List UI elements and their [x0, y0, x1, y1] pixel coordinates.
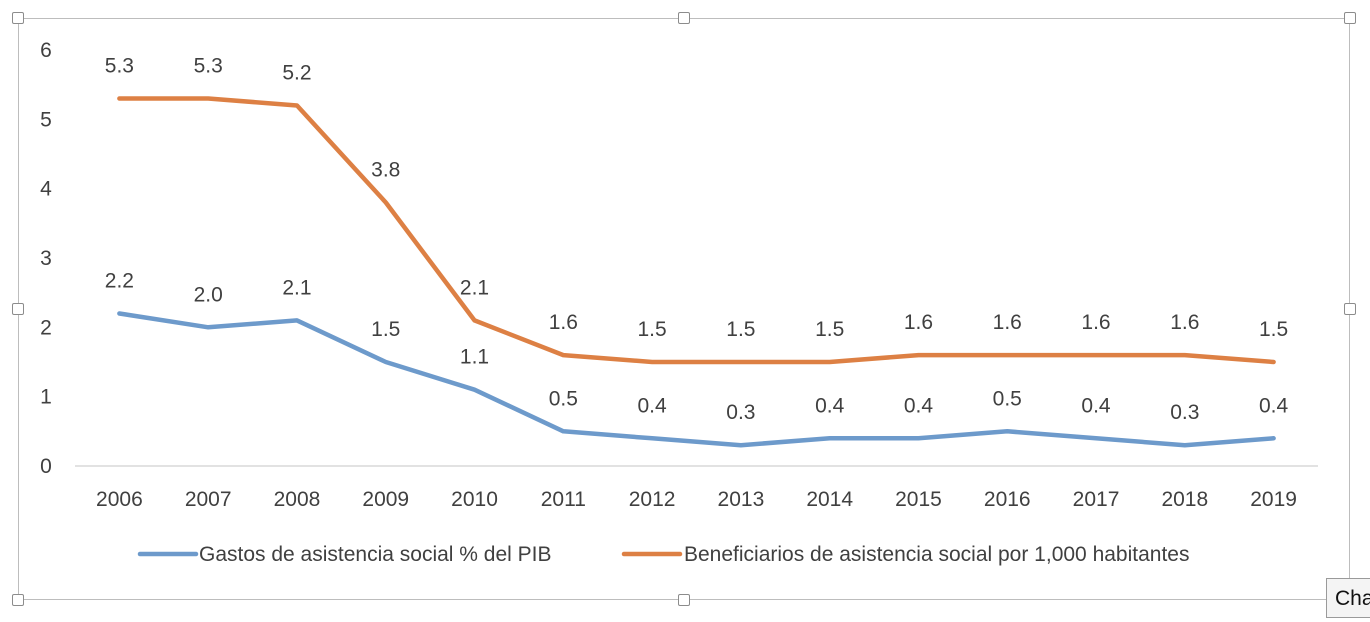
- data-label: 5.3: [194, 55, 223, 78]
- y-tick-label: 2: [40, 316, 52, 339]
- data-label: 0.3: [726, 401, 755, 424]
- data-label: 1.5: [638, 318, 667, 341]
- data-label: 0.3: [1170, 401, 1199, 424]
- data-label: 1.5: [815, 318, 844, 341]
- data-label: 1.6: [1170, 311, 1199, 334]
- x-tick-label: 2015: [895, 488, 942, 511]
- data-label: 5.2: [282, 61, 311, 84]
- data-label: 1.1: [460, 346, 489, 369]
- x-tick-label: 2016: [984, 488, 1031, 511]
- legend: Gastos de asistencia social % del PIB Be…: [137, 543, 1189, 566]
- x-tick-label: 2006: [96, 488, 143, 511]
- x-tick-label: 2019: [1250, 488, 1297, 511]
- y-tick-label: 4: [40, 178, 52, 201]
- data-label: 1.5: [1259, 318, 1288, 341]
- data-label: 0.4: [1081, 394, 1111, 417]
- x-tick-label: 2014: [806, 488, 853, 511]
- x-tick-label: 2012: [629, 488, 676, 511]
- x-axis: 2006 2007 2008 2009 2010 2011 2012 2013 2014 2015…: [75, 465, 1318, 511]
- data-label: 0.4: [904, 394, 934, 417]
- data-label: 1.6: [1081, 311, 1110, 334]
- data-label: 2.1: [282, 276, 311, 299]
- data-label: 1.5: [726, 318, 755, 341]
- data-labels: 2.2 2.0 2.1 1.5 1.1 0.5 0.4 0.3 0.4 0.4 0.5 0.4 0.3 0…: [105, 55, 1289, 425]
- data-label: 3.8: [371, 159, 400, 182]
- y-tick-label: 5: [40, 108, 52, 131]
- resize-handle-bottom-left[interactable]: [12, 594, 24, 606]
- data-label: 1.6: [993, 311, 1022, 334]
- series-line-0: [117, 311, 1276, 448]
- data-label: 2.0: [194, 283, 223, 306]
- legend-label-gastos: Gastos de asistencia social % del PIB: [199, 543, 552, 566]
- data-label: 1.6: [549, 311, 578, 334]
- y-axis: 0 1 2 3 4 5 6: [40, 39, 52, 478]
- series-lines: [117, 96, 1276, 448]
- data-label: 2.2: [105, 269, 134, 292]
- data-label: 2.1: [460, 276, 489, 299]
- resize-handle-middle-right[interactable]: [1344, 303, 1356, 315]
- data-label: 5.3: [105, 55, 134, 78]
- resize-handle-top-left[interactable]: [12, 12, 24, 24]
- data-label: 0.4: [638, 394, 668, 417]
- y-tick-label: 6: [40, 39, 52, 62]
- y-tick-label: 3: [40, 247, 52, 270]
- x-tick-label: 2011: [541, 488, 586, 511]
- data-label: 0.5: [549, 387, 578, 410]
- legend-label-beneficiarios: Beneficiarios de asistencia social por 1…: [684, 543, 1189, 566]
- resize-handle-top-center[interactable]: [678, 12, 690, 24]
- x-tick-label: 2018: [1161, 488, 1208, 511]
- resize-handle-middle-left[interactable]: [12, 303, 24, 315]
- x-tick-label: 2009: [362, 488, 409, 511]
- y-tick-label: 1: [40, 386, 52, 409]
- chart-tooltip: Cha: [1326, 578, 1370, 618]
- data-label: 1.6: [904, 311, 933, 334]
- series-line-1: [117, 96, 1276, 365]
- data-label: 1.5: [371, 318, 400, 341]
- x-tick-label: 2013: [718, 488, 765, 511]
- x-tick-label: 2017: [1073, 488, 1120, 511]
- x-tick-label: 2008: [274, 488, 321, 511]
- resize-handle-top-right[interactable]: [1344, 12, 1356, 24]
- data-label: 0.4: [815, 394, 845, 417]
- x-tick-label: 2007: [185, 488, 232, 511]
- resize-handle-bottom-center[interactable]: [678, 594, 690, 606]
- x-tick-label: 2010: [451, 488, 498, 511]
- data-label: 0.4: [1259, 394, 1289, 417]
- data-label: 0.5: [993, 387, 1022, 410]
- y-tick-label: 0: [40, 455, 52, 478]
